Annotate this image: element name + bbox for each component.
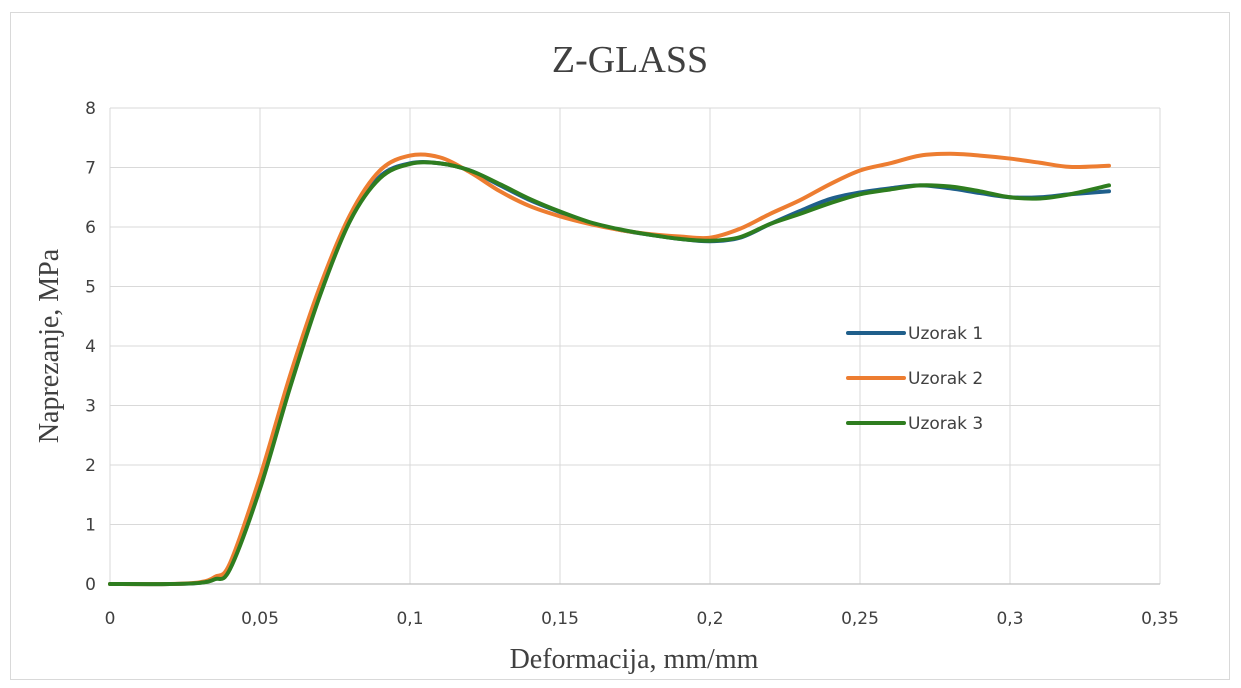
axes: 0 1 2 3 4 5 6 7 8 0 0,05 0,1 0,15 0,2 0,25 0,3 0,35 (85, 99, 1179, 629)
series-lines (108, 151, 1111, 587)
y-tick-label: 6 (85, 218, 96, 238)
x-tick-label: 0,3 (996, 609, 1023, 629)
x-tick-label: 0,05 (241, 609, 279, 629)
x-axis-label: Deformacija, mm/mm (510, 644, 759, 675)
legend-label-2: Uzorak 2 (908, 369, 983, 389)
y-tick-label: 0 (85, 575, 96, 595)
x-tick-label: 0,15 (541, 609, 579, 629)
y-tick-label: 5 (85, 278, 96, 298)
y-tick-label: 7 (85, 159, 96, 179)
y-tick-label: 4 (85, 337, 96, 357)
x-tick-label: 0,35 (1141, 609, 1179, 629)
y-tick-label: 8 (85, 99, 96, 119)
grid (110, 107, 1161, 584)
x-tick-label: 0,1 (396, 609, 423, 629)
series-line-3 (108, 160, 1111, 587)
y-tick-label: 2 (85, 456, 96, 476)
y-axis-label: Naprezanje, MPa (34, 248, 65, 443)
y-tick-label: 3 (85, 397, 96, 417)
legend: Uzorak 1 Uzorak 2 Uzorak 3 (846, 324, 983, 434)
y-tick-label: 1 (85, 516, 96, 536)
chart-title: Z-GLASS (552, 39, 708, 81)
legend-label-1: Uzorak 1 (908, 324, 983, 344)
x-tick-label: 0,2 (696, 609, 723, 629)
x-tick-label: 0,25 (841, 609, 879, 629)
x-tick-label: 0 (105, 609, 116, 629)
legend-label-3: Uzorak 3 (908, 414, 983, 434)
